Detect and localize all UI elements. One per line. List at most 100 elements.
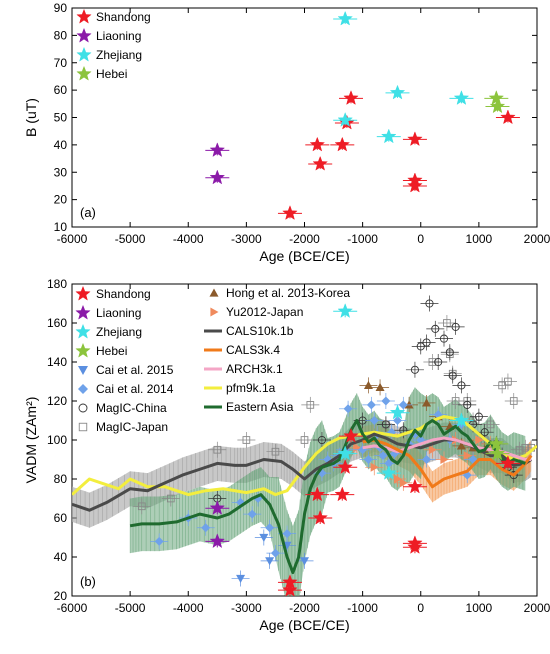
data-point-magic-china — [434, 357, 443, 367]
data-point-cai-et-al-2014 — [201, 523, 211, 533]
data-point-magic-china — [463, 400, 472, 409]
data-point-magic-china — [509, 471, 518, 480]
data-point-magic-china — [480, 428, 489, 437]
data-point-zhejiang — [389, 404, 406, 420]
data-point-zhejiang — [389, 84, 406, 100]
data-point-cai-et-al-2014 — [393, 416, 402, 425]
data-point-magic-japan — [271, 447, 280, 456]
data-point-cai-et-al-2014 — [363, 455, 373, 464]
data-point-cai-et-al-2014 — [378, 451, 388, 461]
data-point-magic-japan — [515, 445, 524, 454]
y-tick-label: 70 — [54, 56, 68, 70]
data-point-shandong — [309, 486, 326, 502]
legend-marker — [76, 46, 92, 62]
data-point-cai-et-al-2014 — [384, 458, 394, 468]
data-point-yu2012-japan — [463, 451, 472, 461]
data-point-shandong — [282, 205, 298, 220]
panel-b: -6000 -5000 -4000 -3000 -2000 -1000 0 1000 2000 2… — [23, 277, 550, 633]
y-tick-label: 60 — [54, 83, 68, 97]
x-tick-label: -2000 — [289, 232, 320, 246]
y-tick-label: 40 — [54, 550, 68, 564]
data-point-yu2012-japan — [393, 474, 402, 484]
data-point-shandong — [343, 427, 359, 443]
legend-marker — [78, 422, 88, 432]
data-point-magic-japan — [300, 436, 309, 444]
legend-marker — [75, 323, 91, 339]
legend-label: Hong et al. 2013-Korea — [226, 286, 350, 300]
legend-label: Hebei — [96, 344, 127, 358]
data-point-magic-japan — [306, 401, 315, 409]
x-tick-label: 0 — [417, 601, 424, 615]
data-point-magic-china — [431, 324, 440, 333]
x-tick-label: -5000 — [115, 601, 146, 615]
panel-a: -6000 -5000 -4000 -3000 -2000 -1000 0 1000 2000 1… — [23, 1, 550, 264]
data-point-zhejiang — [337, 303, 353, 318]
legend-label: Zhejiang — [96, 48, 142, 62]
y-tick-label: 20 — [54, 589, 68, 603]
data-point-shandong — [407, 177, 423, 193]
data-point-magic-japan — [166, 494, 175, 503]
data-point-cai-et-al-2014 — [381, 396, 391, 406]
data-point-magic-japan — [443, 319, 451, 327]
legend-label: Liaoning — [96, 29, 141, 43]
x-tick-label: 2000 — [524, 601, 550, 615]
data-point-zhejiang — [337, 445, 353, 461]
data-point-liaoning — [209, 533, 226, 549]
legend-marker — [78, 384, 88, 394]
data-point-shandong — [407, 131, 423, 147]
x-tick-label: 2000 — [524, 232, 550, 246]
data-point-hebei — [489, 445, 506, 461]
data-point-magic-japan — [213, 445, 222, 454]
legend-label: Zhejiang — [96, 325, 142, 339]
legend-marker — [78, 403, 88, 413]
x-tick-label: 0 — [417, 232, 424, 246]
legend-label: Cai et al. 2015 — [96, 363, 174, 377]
legend-label: Shandong — [96, 287, 151, 301]
data-point-cai-et-al-2014 — [247, 509, 257, 519]
data-point-zhejiang — [337, 111, 353, 127]
data-point-magic-china — [317, 435, 326, 445]
y-tick-label: 160 — [47, 316, 67, 330]
y-tick-label: 40 — [54, 138, 68, 152]
data-point-hong-et-al-2013-korea — [363, 380, 373, 389]
y-tick-label: 100 — [47, 433, 67, 447]
data-point-cai-et-al-2014 — [265, 523, 275, 533]
data-point-zhejiang — [337, 10, 353, 26]
data-point-hong-et-al-2013-korea — [422, 398, 432, 407]
x-tick-label: -1000 — [347, 601, 378, 615]
data-point-cai-et-al-2014 — [282, 529, 292, 539]
data-point-hong-et-al-2013-korea — [375, 382, 385, 391]
data-point-shandong — [309, 136, 326, 152]
data-point-shandong — [337, 459, 353, 474]
data-point-cai-et-al-2014 — [343, 404, 353, 414]
legend-label: ARCH3k.1 — [226, 362, 283, 376]
legend-label: pfm9k.1a — [226, 381, 276, 395]
legend-marker — [76, 65, 92, 81]
legend-marker — [75, 342, 91, 358]
data-point-magic-japan — [137, 502, 146, 511]
data-point-cai-et-al-2014 — [366, 400, 376, 410]
data-point-magic-china — [448, 371, 457, 380]
y-tick-label: 140 — [47, 355, 67, 369]
data-point-cai-et-al-2014 — [270, 548, 280, 558]
y-tick-label: 180 — [47, 277, 67, 291]
y-tick-label: 80 — [54, 472, 68, 486]
data-point-cai-et-al-2014 — [369, 416, 379, 425]
legend-marker — [210, 307, 219, 317]
data-point-shandong — [407, 478, 423, 494]
x-axis-label: Age (BCE/CE) — [259, 248, 349, 264]
legend-label: Yu2012-Japan — [226, 305, 303, 319]
x-tick-label: -3000 — [231, 601, 262, 615]
legend-label: MagIC-Japan — [96, 420, 168, 434]
x-tick-label: 1000 — [466, 232, 493, 246]
y-tick-label: 60 — [54, 511, 68, 525]
y-axis-label: VADM (ZAm²) — [23, 397, 39, 484]
data-point-shandong — [500, 455, 516, 471]
x-tick-label: -3000 — [231, 232, 262, 246]
data-point-cai-et-al-2014 — [154, 536, 164, 546]
y-tick-label: 30 — [54, 165, 68, 179]
legend-label: CALS3k.4 — [226, 343, 280, 357]
data-point-shandong — [312, 155, 328, 171]
